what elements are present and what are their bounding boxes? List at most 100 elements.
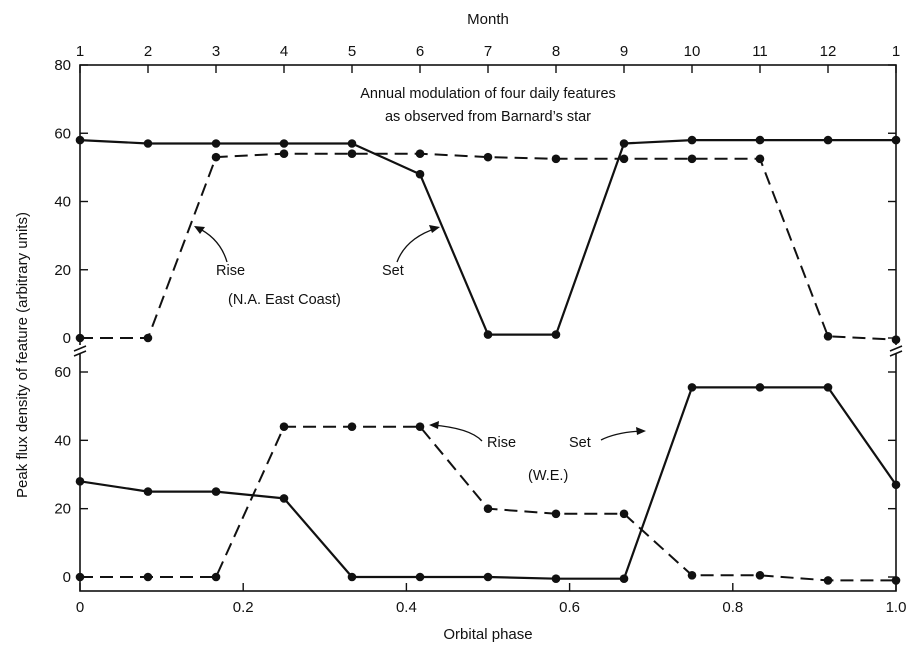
lower-rise-point-0 (75, 572, 85, 582)
lower-set-point-12 (891, 480, 901, 490)
series-layer (75, 135, 901, 585)
upper-set-point-4 (347, 139, 357, 148)
month-tick-label-12: 1 (892, 43, 900, 60)
month-tick-label-1: 2 (144, 43, 152, 60)
upper-set-point-11 (823, 135, 833, 145)
upper-y-tick-label-0: 0 (63, 330, 71, 347)
upper-rise-point-2 (211, 152, 221, 162)
upper-rise-label: Rise (216, 263, 245, 279)
month-tick-label-4: 5 (348, 43, 356, 60)
upper-rise-point-5 (415, 149, 425, 159)
month-tick-label-3: 4 (280, 43, 288, 60)
lower-set-point-1 (143, 487, 153, 496)
lower-set-point-8 (619, 574, 629, 584)
upper-rise-point-7 (551, 154, 561, 164)
lower-y-tick-label-3: 60 (54, 364, 71, 381)
upper-set-point-7 (551, 330, 561, 339)
upper-set-point-2 (211, 139, 221, 148)
upper-y-tick-label-2: 40 (54, 194, 71, 211)
lower-rise-point-8 (619, 509, 629, 519)
upper-rise-point-10 (755, 154, 765, 164)
upper-rise-point-12 (891, 335, 901, 345)
lower-rise-point-2 (211, 572, 221, 582)
lower-rise-point-4 (347, 422, 357, 431)
upper-set-point-5 (415, 169, 425, 179)
lower-rise-point-9 (687, 570, 697, 580)
lower-rise-point-3 (279, 422, 289, 431)
upper-rise-line (80, 152, 897, 341)
upper-panel-title-line-1: Annual modulation of four daily features (360, 86, 616, 102)
x-tick-label-5: 1.0 (886, 599, 907, 616)
lower-set-label: Set (569, 435, 591, 451)
x-tick-label-3: 0.6 (559, 599, 580, 616)
upper-set-label: Set (382, 263, 404, 279)
month-tick-label-6: 7 (484, 43, 492, 60)
axis-break-left (73, 345, 87, 357)
lower-y-tick-label-1: 20 (54, 501, 71, 518)
x-tick-label-0: 0 (76, 599, 84, 616)
upper-set-point-9 (687, 135, 697, 145)
lower-set-point-6 (483, 572, 493, 582)
lower-y-tick-label-0: 0 (63, 569, 71, 586)
month-tick-label-11: 12 (820, 43, 837, 60)
upper-set-point-1 (143, 139, 153, 148)
lower-set-line (79, 386, 897, 580)
upper-set-point-0 (75, 135, 85, 145)
x-tick-label-1: 0.2 (233, 599, 254, 616)
upper-set-point-3 (279, 139, 289, 148)
upper-rise-point-11 (823, 331, 833, 341)
lower-y-tick-label-2: 40 (54, 432, 71, 449)
lower-set-point-3 (279, 494, 289, 503)
x-tick-label-2: 0.4 (396, 599, 417, 616)
upper-rise-point-4 (347, 149, 357, 159)
lower-set-point-5 (415, 572, 425, 582)
upper-rise-point-8 (619, 154, 629, 164)
month-tick-label-5: 6 (416, 43, 424, 60)
upper-rise-point-3 (279, 149, 289, 159)
upper-rise-arrowhead (194, 226, 205, 234)
upper-set-arrow (396, 227, 438, 263)
lower-rise-point-12 (891, 576, 901, 585)
lower-rise-label: Rise (487, 435, 516, 451)
lower-region-label: (W.E.) (528, 468, 568, 484)
lower-set-point-7 (551, 574, 561, 584)
month-tick-label-8: 9 (620, 43, 628, 60)
upper-set-line (79, 139, 896, 336)
lower-set-point-9 (687, 383, 697, 392)
upper-set-point-8 (619, 139, 629, 148)
upper-set-point-6 (483, 330, 493, 339)
lower-set-point-2 (211, 487, 221, 496)
month-tick-label-9: 10 (684, 43, 701, 60)
upper-panel-title-line-2: as observed from Barnard’s star (385, 109, 591, 125)
ticks-layer: 0 0.2 0.4 0.6 0.8 1.01 2 3 4 5 6 7 8 9 10 11 12 102040608… (54, 43, 906, 616)
lower-rise-point-6 (483, 504, 493, 513)
lower-set-point-11 (823, 383, 833, 392)
upper-rise-point-6 (483, 152, 493, 162)
axis-break-right (889, 345, 903, 357)
lower-set-point-4 (347, 572, 357, 582)
lower-set-arrowhead (636, 427, 646, 435)
lower-rise-arrowhead (429, 421, 439, 429)
month-tick-label-2: 3 (212, 43, 220, 60)
month-tick-label-10: 11 (752, 43, 768, 60)
lower-set-point-10 (755, 383, 765, 392)
upper-rise-point-0 (75, 333, 85, 343)
y-axis-title: Peak flux density of feature (arbitrary … (14, 212, 31, 498)
upper-set-arrowhead (429, 225, 440, 233)
lower-rise-point-1 (143, 572, 153, 582)
lower-rise-point-10 (755, 570, 765, 580)
lower-rise-point-5 (415, 422, 425, 431)
lower-rise-point-11 (823, 576, 833, 585)
upper-set-point-10 (755, 135, 765, 145)
upper-region-label: (N.A. East Coast) (228, 292, 341, 308)
top-axis-title: Month (467, 11, 509, 28)
lower-rise-arrow (431, 424, 483, 442)
upper-y-tick-label-1: 20 (54, 262, 71, 279)
upper-y-tick-label-3: 60 (54, 125, 71, 142)
lower-set-point-0 (75, 477, 85, 486)
upper-rise-point-1 (143, 333, 153, 343)
upper-y-tick-label-4: 80 (54, 57, 71, 74)
month-tick-label-7: 8 (552, 43, 560, 60)
upper-set-point-12 (891, 135, 901, 145)
